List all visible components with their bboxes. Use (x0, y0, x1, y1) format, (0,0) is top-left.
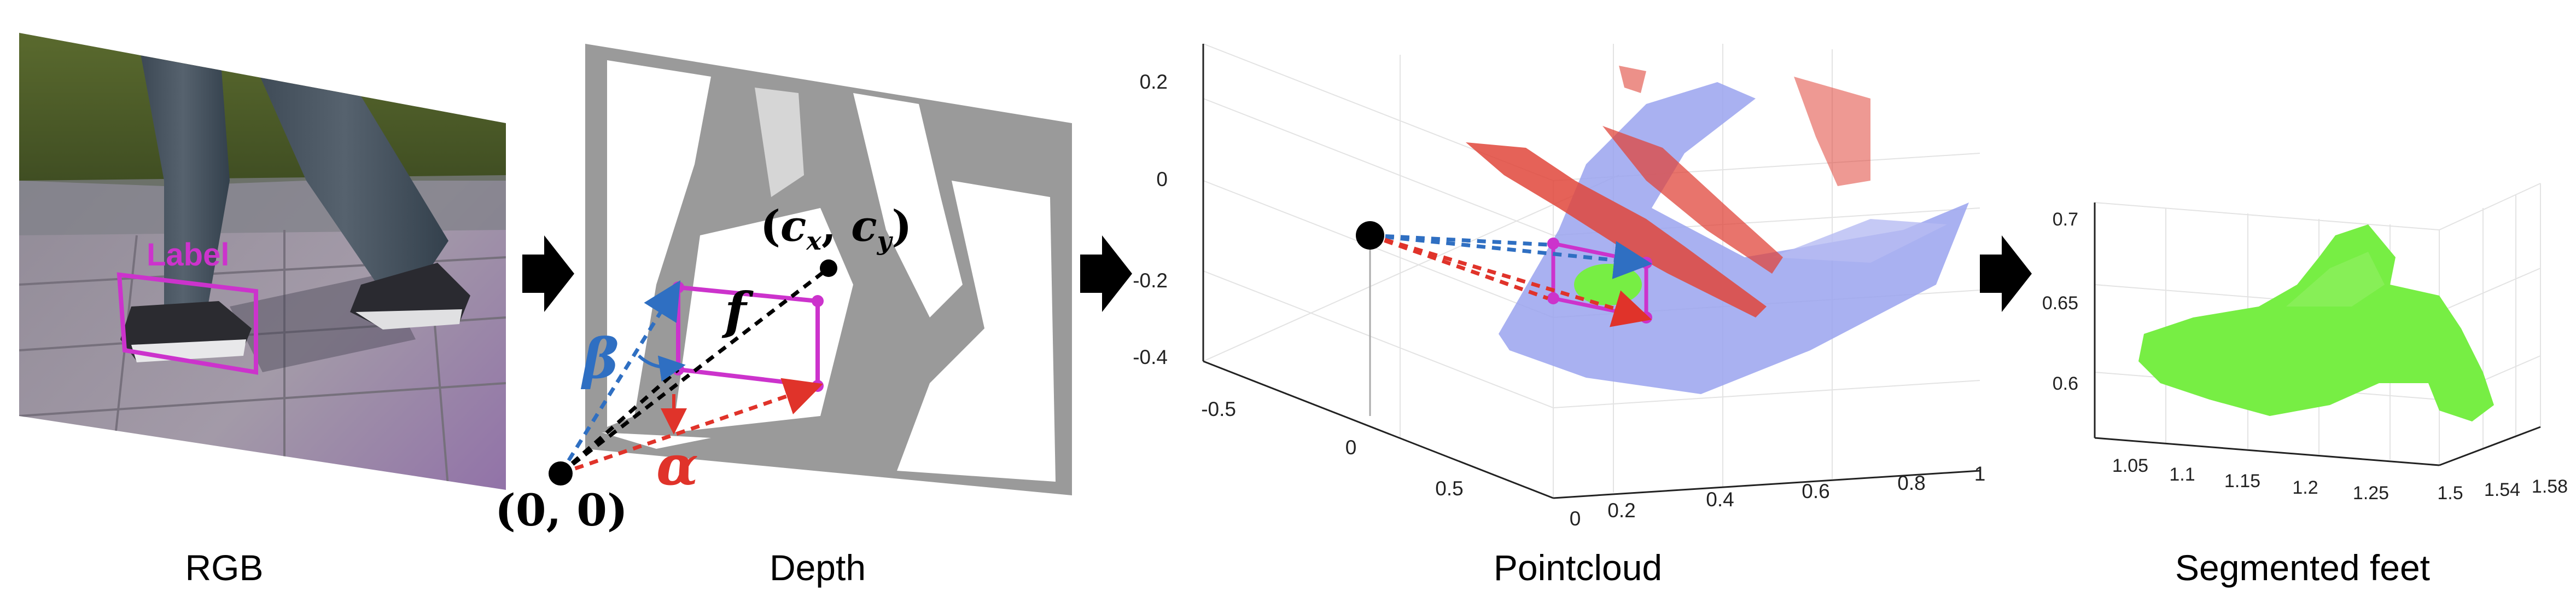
right-arrow-icon (1980, 235, 2032, 312)
x-tick: 1.1 (2169, 464, 2195, 485)
y-tick: 0 (1345, 436, 1357, 459)
alpha-label: α (656, 433, 698, 498)
left-leg (137, 33, 230, 307)
x-tick: 0 (1570, 507, 1581, 530)
y-tick: 1.54 (2484, 479, 2520, 500)
depth-panel: (cx, cy) f β α (0, 0) Depth (495, 44, 1072, 588)
z-tick: 0.2 (1140, 71, 1168, 93)
x-tick: 0.6 (1802, 480, 1829, 502)
green-feet-cloud (1574, 264, 1642, 305)
y-tick: 0.5 (1435, 477, 1463, 500)
y-tick: 1.58 (2532, 476, 2568, 497)
red-cloud (1466, 142, 1767, 317)
x-tick: 1.25 (2353, 483, 2389, 504)
alpha-ray (560, 378, 823, 476)
label-bounding-box (116, 272, 258, 375)
x-tick: 0.4 (1706, 488, 1734, 511)
red-ray (1369, 233, 1652, 327)
pointcloud-panel: 0.2 0 -0.2 -0.4 -0.5 0 0.5 0 0.2 0.4 0.6… (1133, 43, 1986, 588)
y-tick: -0.5 (1201, 398, 1236, 420)
x-tick: 1.2 (2292, 477, 2318, 498)
z-tick: 0.7 (2053, 209, 2078, 230)
beta-ray (559, 280, 681, 475)
pointcloud-caption: Pointcloud (1494, 547, 1662, 588)
rgb-panel: Label RGB (19, 33, 506, 588)
x-tick: 0.8 (1897, 472, 1925, 494)
z-tick: 0.6 (2053, 373, 2078, 394)
y-tick: 1.5 (2437, 483, 2463, 504)
z-tick: 0.65 (2042, 293, 2078, 314)
segmented-caption: Segmented feet (2175, 547, 2430, 588)
depth-caption: Depth (770, 547, 866, 588)
right-arrow-icon (522, 235, 574, 312)
segmented-feet-cloud (2138, 224, 2494, 421)
beta-label: β (580, 326, 619, 391)
z-tick: -0.4 (1133, 346, 1168, 368)
camera-origin (549, 461, 573, 486)
x-tick: 0.2 (1607, 499, 1635, 522)
camera-origin-3d (1356, 221, 1384, 250)
z-tick: -0.2 (1133, 269, 1168, 292)
x-tick: 1.05 (2112, 455, 2148, 476)
segmented-panel: 0.7 0.65 0.6 1.05 1.1 1.15 1.2 1.25 1.5 … (2042, 183, 2568, 588)
focal-ray (559, 267, 830, 475)
right-arrow-icon (1080, 235, 1132, 312)
x-tick: 1 (1974, 463, 1986, 485)
rgb-caption: RGB (185, 547, 263, 588)
principal-point-label: (cx, cy) (760, 201, 912, 256)
label-text: Label (147, 237, 230, 273)
x-tick: 1.15 (2224, 471, 2260, 492)
origin-label: (0, 0) (495, 484, 628, 536)
z-tick: 0 (1156, 168, 1168, 190)
rgb-photo (19, 33, 506, 490)
right-leg (241, 33, 448, 290)
